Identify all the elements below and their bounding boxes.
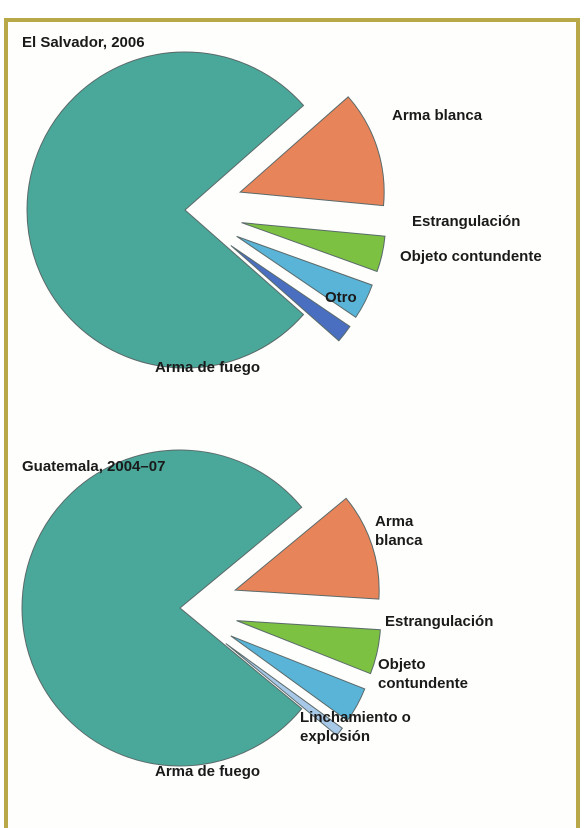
slice-label: Linchamiento o explosión [300,709,411,745]
pie-slice [241,222,386,273]
slice-label: Estrangulación [385,613,494,630]
slice-label: Arma blanca [392,107,483,124]
slice-label: Objeto contundente [378,656,468,692]
slice-label: Arma de fuego [155,359,261,376]
slice-label: Otro [325,289,357,306]
slice-label: Estrangulación [412,213,521,230]
pie-slice [238,96,385,207]
pie-slice [236,620,381,675]
pie-slice [21,449,303,767]
chart-title: El Salvador, 2006 [22,34,145,51]
pie-slice [230,245,351,342]
pie-slice [233,497,380,600]
pie-slice [230,635,366,722]
slice-label: Arma de fuego [155,763,261,780]
slice-label: Objeto contundente [400,248,542,265]
slice-label: Arma blanca [375,513,423,549]
pie-slice [236,235,373,318]
pie-slice [26,51,305,369]
chart-title: Guatemala, 2004–07 [22,458,166,475]
pie-slice [225,643,344,737]
